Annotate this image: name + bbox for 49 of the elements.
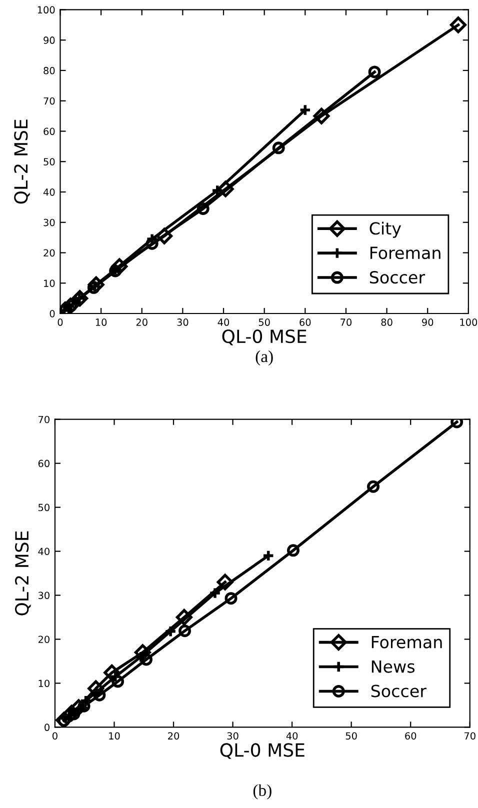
y-tick-label: 40 bbox=[43, 188, 55, 196]
y-tick-label: 10 bbox=[38, 680, 50, 688]
y-tick-label: 20 bbox=[38, 636, 50, 644]
y-tick-label: 0 bbox=[50, 310, 55, 318]
x-tick-label: 30 bbox=[227, 732, 238, 740]
x-tick-label: 70 bbox=[340, 318, 352, 326]
x-tick-label: 30 bbox=[177, 318, 188, 326]
x-tick-label: 90 bbox=[422, 318, 434, 326]
x-tick-label: 40 bbox=[218, 318, 230, 326]
y-tick-label: 70 bbox=[38, 416, 50, 424]
y-tick-label: 30 bbox=[38, 592, 50, 600]
y-axis-title: QL-2 MSE bbox=[15, 531, 31, 616]
y-tick-label: 50 bbox=[44, 158, 55, 166]
y-tick-label: 20 bbox=[44, 249, 55, 257]
x-tick-label: 60 bbox=[405, 732, 416, 740]
y-tick-label: 40 bbox=[38, 548, 50, 556]
x-tick-label: 80 bbox=[381, 318, 392, 326]
legend-label: Foreman bbox=[372, 636, 442, 648]
y-tick-label: 30 bbox=[44, 218, 55, 226]
x-tick-label: 40 bbox=[286, 732, 298, 740]
y-tick-label: 50 bbox=[38, 504, 50, 512]
x-tick-label: 100 bbox=[460, 318, 478, 326]
x-tick-label: 70 bbox=[464, 732, 476, 740]
y-tick-label: 60 bbox=[38, 460, 50, 468]
x-axis-title: QL-0 MSE bbox=[220, 743, 304, 759]
x-tick-label: 0 bbox=[58, 318, 63, 326]
y-tick-label: 0 bbox=[44, 724, 50, 732]
x-tick-label: 50 bbox=[346, 732, 357, 740]
y-axis-title: QL-2 MSE bbox=[14, 120, 30, 204]
y-tick-label: 10 bbox=[44, 280, 55, 287]
x-tick-label: 10 bbox=[96, 318, 107, 326]
x-tick-label: 20 bbox=[136, 318, 148, 326]
x-axis-title: QL-0 MSE bbox=[222, 329, 306, 346]
y-tick-label: 90 bbox=[44, 36, 55, 44]
x-tick-label: 20 bbox=[168, 732, 180, 740]
y-tick-label: 60 bbox=[44, 128, 55, 136]
y-tick-label: 100 bbox=[38, 6, 55, 14]
legend-label: News bbox=[372, 660, 415, 673]
y-tick-label: 70 bbox=[44, 97, 55, 105]
text: (a) bbox=[256, 350, 273, 366]
text: (b) bbox=[253, 784, 272, 800]
x-tick-label: 50 bbox=[258, 318, 270, 326]
legend-label: Soccer bbox=[370, 271, 426, 284]
legend-label: Foreman bbox=[370, 246, 440, 260]
x-tick-label: 10 bbox=[109, 732, 120, 740]
y-tick-label: 80 bbox=[44, 66, 55, 74]
legend-label: Soccer bbox=[371, 684, 426, 698]
x-tick-label: 60 bbox=[300, 318, 311, 326]
legend-label: City bbox=[370, 222, 402, 238]
